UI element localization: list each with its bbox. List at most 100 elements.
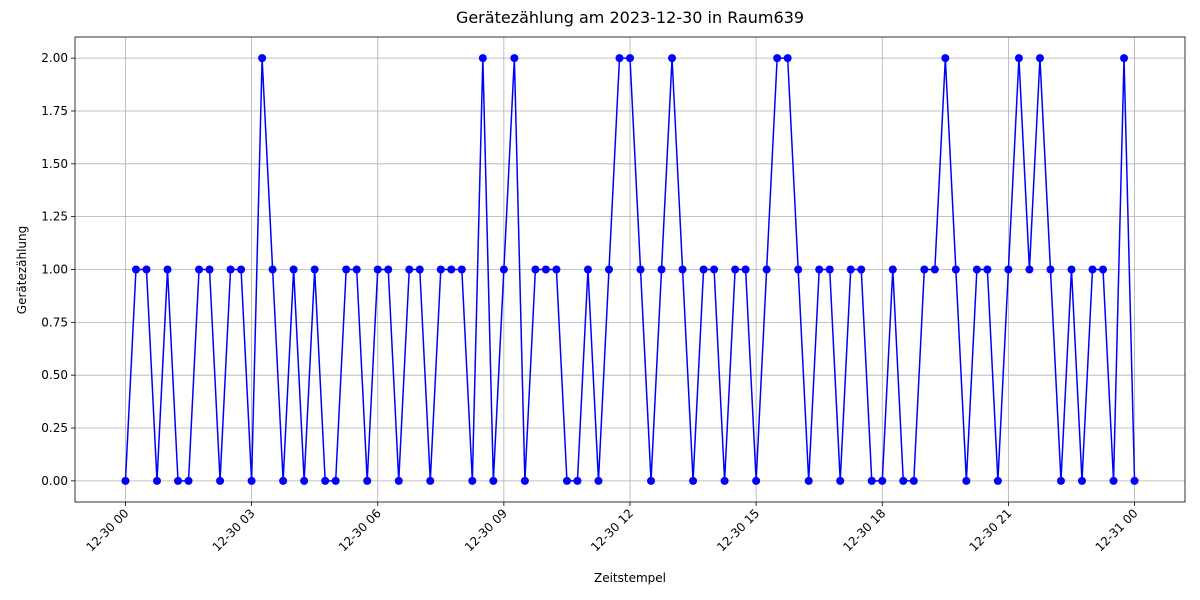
data-point (478, 54, 487, 63)
data-point (405, 265, 414, 274)
data-point (163, 265, 172, 274)
data-point (573, 476, 582, 485)
data-point (657, 265, 666, 274)
data-point (468, 476, 477, 485)
data-point (384, 265, 393, 274)
y-tick-label: 0.75 (41, 315, 68, 329)
data-point (762, 265, 771, 274)
data-point (836, 476, 845, 485)
data-point (531, 265, 540, 274)
y-axis-label: Gerätezählung (15, 226, 29, 314)
data-point (1077, 476, 1086, 485)
data-point (1025, 265, 1034, 274)
data-point (1109, 476, 1118, 485)
data-point (972, 265, 981, 274)
data-point (510, 54, 519, 63)
data-point (1099, 265, 1108, 274)
data-point (247, 476, 256, 485)
data-point (594, 476, 603, 485)
data-point (436, 265, 445, 274)
y-tick-label: 2.00 (41, 51, 68, 65)
x-tick-label: 12-30 12 (588, 506, 636, 554)
data-point (279, 476, 288, 485)
data-point (678, 265, 687, 274)
data-point (352, 265, 361, 274)
data-point (857, 265, 866, 274)
data-point (899, 476, 908, 485)
data-point (552, 265, 561, 274)
data-point (1046, 265, 1055, 274)
data-point (321, 476, 330, 485)
x-tick-label: 12-30 09 (462, 506, 510, 554)
data-point (174, 476, 183, 485)
data-point (1056, 476, 1065, 485)
data-point (794, 265, 803, 274)
chart-title: Gerätezählung am 2023-12-30 in Raum639 (456, 8, 804, 27)
data-point (520, 476, 529, 485)
data-point (993, 476, 1002, 485)
data-point (131, 265, 140, 274)
data-point (804, 476, 813, 485)
data-point (615, 54, 624, 63)
x-tick-label: 12-30 21 (966, 506, 1014, 554)
data-point (1120, 54, 1129, 63)
data-point (668, 54, 677, 63)
data-point (426, 476, 435, 485)
x-tick-label: 12-30 06 (336, 506, 384, 554)
data-point (457, 265, 466, 274)
plot-frame (74, 36, 1186, 503)
data-point (626, 54, 634, 63)
y-tick-label: 0.25 (41, 421, 68, 435)
data-point (415, 265, 424, 274)
data-point (962, 476, 971, 485)
data-point (373, 265, 382, 274)
data-point (184, 476, 193, 485)
data-point (878, 476, 887, 485)
data-point (720, 476, 729, 485)
data-point (604, 265, 613, 274)
data-point (1004, 265, 1013, 274)
data-point (647, 476, 656, 485)
data-point (930, 265, 939, 274)
x-tick-label: 12-30 00 (84, 506, 132, 554)
data-point (867, 476, 876, 485)
data-point (1130, 476, 1139, 485)
data-point (394, 476, 403, 485)
x-axis-label: Zeitstempel (594, 571, 666, 585)
y-tick-label: 0.50 (41, 368, 68, 382)
data-point (1014, 54, 1023, 63)
data-point (300, 476, 309, 485)
data-point (541, 265, 550, 274)
data-point (121, 476, 130, 485)
y-tick-label: 1.50 (41, 157, 68, 171)
data-point (342, 265, 351, 274)
data-point (363, 476, 372, 485)
data-point (289, 265, 298, 274)
data-point (689, 476, 698, 485)
data-point (983, 265, 992, 274)
data-point (1088, 265, 1097, 274)
data-point (216, 476, 225, 485)
data-point (920, 265, 929, 274)
x-tick-label: 12-30 03 (210, 506, 258, 554)
data-point (752, 476, 761, 485)
data-point (447, 265, 456, 274)
data-point (888, 265, 897, 274)
data-point (773, 54, 782, 63)
data-point (195, 265, 204, 274)
data-point (142, 265, 151, 274)
data-point (699, 265, 708, 274)
data-point (846, 265, 855, 274)
data-point (331, 476, 340, 485)
data-point (1035, 54, 1044, 63)
data-point (731, 265, 740, 274)
data-point (499, 265, 508, 274)
data-point (941, 54, 950, 63)
x-tick-label: 12-30 15 (714, 506, 762, 554)
data-point (815, 265, 824, 274)
data-point (741, 265, 750, 274)
data-point (951, 265, 960, 274)
y-tick-label: 1.00 (41, 263, 68, 277)
data-point (152, 476, 161, 485)
